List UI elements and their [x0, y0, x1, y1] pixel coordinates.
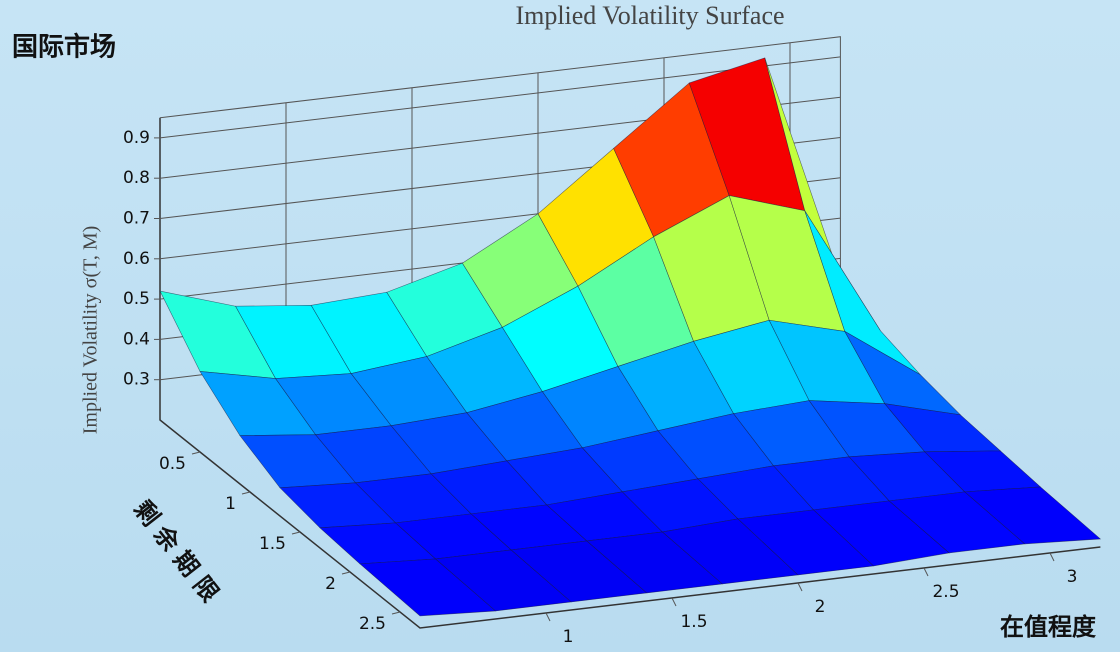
- surface-cell: [964, 486, 1102, 545]
- y-tick-label: 0.5: [159, 454, 186, 474]
- tick-mark: [923, 567, 929, 577]
- tick-mark: [391, 611, 401, 615]
- tick-mark: [671, 597, 677, 607]
- z-axis-label: Implied Volatility σ(T, M): [80, 226, 102, 435]
- slide-heading: 国际市场: [12, 32, 116, 63]
- tick-mark: [797, 582, 803, 592]
- z-tick-label: 0.8: [123, 168, 150, 188]
- y-tick-label: 1.5: [259, 534, 286, 554]
- x-tick-label: 3: [1067, 567, 1078, 587]
- x-tick-label: 1: [563, 627, 574, 647]
- tick-mark: [1049, 552, 1055, 562]
- tick-mark: [241, 491, 251, 495]
- y-tick-label: 2: [325, 574, 336, 594]
- x-tick-label: 1.5: [680, 612, 707, 632]
- tick-mark: [291, 531, 301, 535]
- z-tick-label: 0.7: [123, 209, 150, 229]
- z-tick-label: 0.3: [123, 370, 150, 390]
- y-tick-label: 1: [225, 494, 236, 514]
- y-axis-label: 剩余期限: [128, 495, 229, 613]
- x-axis-label: 在值程度: [1000, 613, 1097, 641]
- back-wall-frame: [159, 36, 841, 339]
- z-tick-label: 0.4: [123, 329, 150, 349]
- tick-mark: [341, 571, 351, 575]
- x-tick-label: 2: [815, 597, 826, 617]
- z-tick-label: 0.6: [123, 249, 150, 269]
- y-tick-label: 2.5: [359, 614, 386, 634]
- z-tick-label: 0.9: [123, 128, 150, 148]
- x-tick-label: 2.5: [932, 582, 959, 602]
- tick-mark: [191, 451, 201, 455]
- tick-mark: [545, 612, 551, 622]
- z-tick-label: 0.5: [123, 289, 150, 309]
- chart-title: Implied Volatility Surface: [515, 1, 784, 30]
- axis-frame: [159, 117, 1101, 629]
